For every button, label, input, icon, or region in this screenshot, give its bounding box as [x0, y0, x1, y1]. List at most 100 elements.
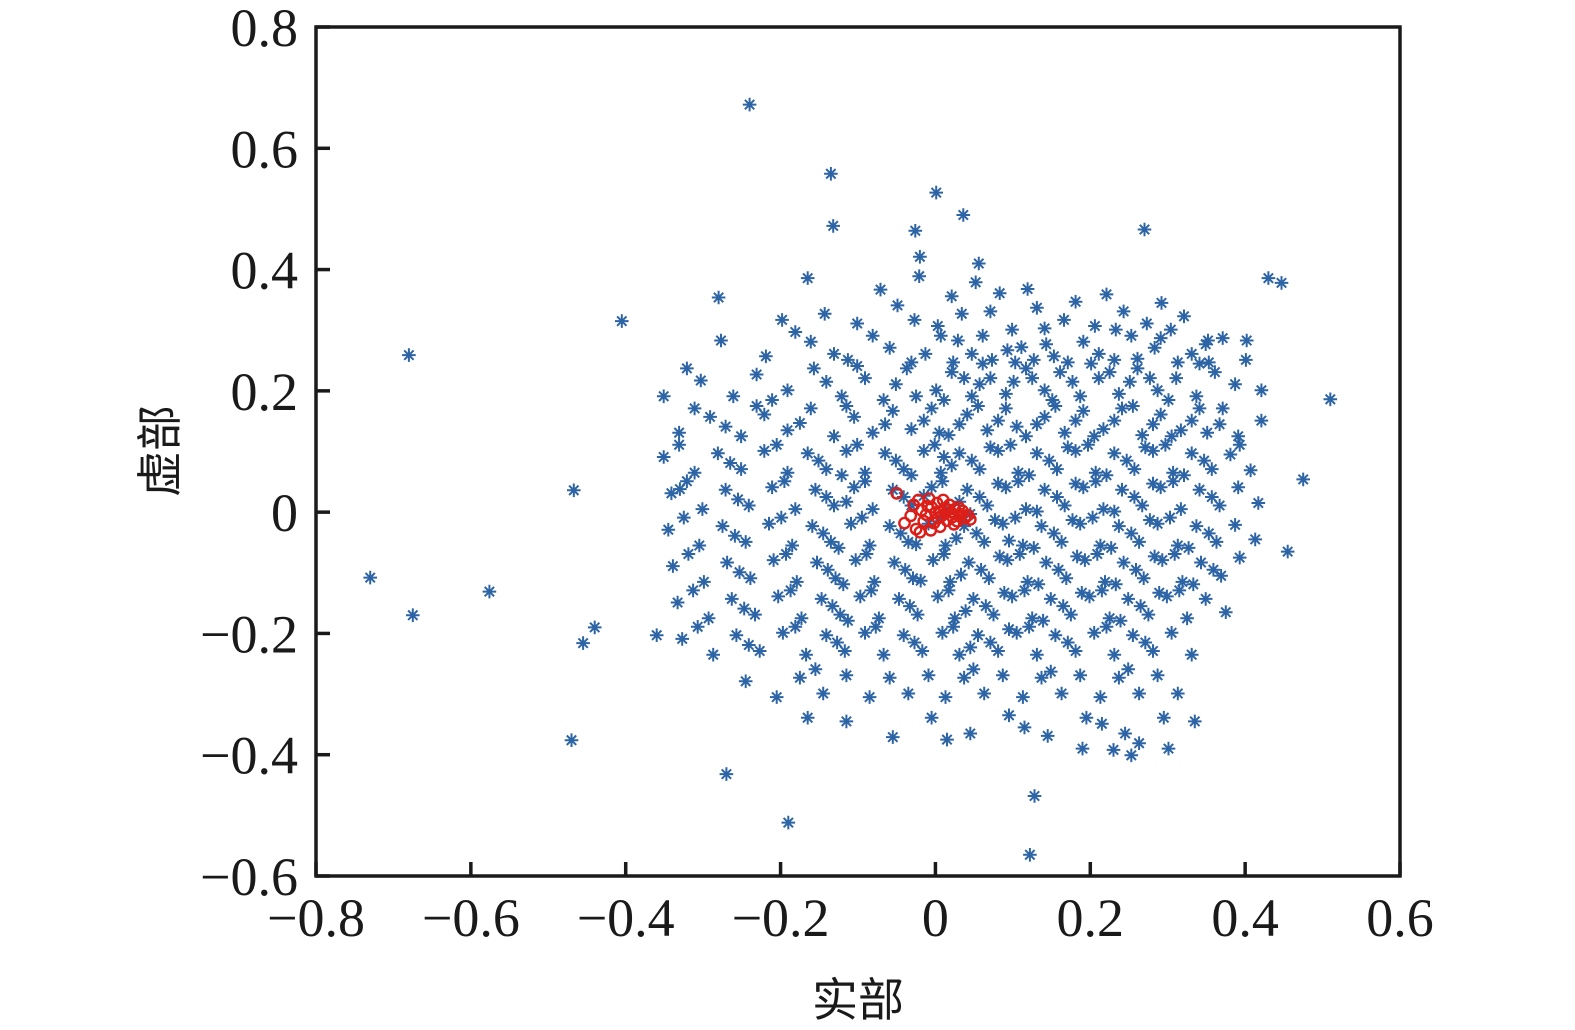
- data-point-asterisk: [951, 646, 968, 663]
- data-point-asterisk: [1016, 719, 1033, 736]
- data-point-asterisk: [693, 372, 709, 389]
- data-point-asterisk: [818, 374, 835, 390]
- data-point-asterisk: [911, 268, 927, 284]
- data-point-asterisk: [1199, 424, 1215, 441]
- data-point-asterisk: [1018, 501, 1034, 517]
- data-point-asterisk: [756, 443, 773, 459]
- data-point-asterisk: [727, 528, 743, 544]
- data-point-asterisk: [1103, 540, 1119, 556]
- data-point-asterisk: [982, 303, 999, 320]
- data-point-asterisk: [1098, 286, 1115, 303]
- data-point-asterisk: [765, 552, 782, 568]
- data-point-asterisk: [780, 814, 797, 831]
- data-point-asterisk: [680, 546, 697, 562]
- y-tick-label: 0.8: [231, 0, 299, 58]
- data-point-asterisk: [1038, 336, 1054, 352]
- data-point-asterisk: [960, 554, 977, 571]
- data-point-asterisk: [1084, 509, 1101, 526]
- data-point-asterisk: [847, 552, 864, 568]
- data-point-asterisk: [1214, 400, 1231, 417]
- data-point-asterisk: [671, 437, 687, 453]
- data-point-asterisk: [934, 625, 951, 641]
- data-point-asterisk: [702, 409, 718, 425]
- data-point-asterisk: [1183, 445, 1200, 462]
- data-point-asterisk: [1157, 437, 1174, 453]
- data-point-asterisk: [751, 643, 768, 659]
- data-point-asterisk: [1176, 308, 1192, 325]
- data-point-asterisk: [933, 327, 949, 344]
- data-point-asterisk: [1173, 422, 1189, 439]
- data-point-asterisk: [1191, 400, 1208, 417]
- data-point-asterisk: [1122, 374, 1138, 390]
- data-point-asterisk: [948, 530, 965, 546]
- data-point-asterisk: [959, 406, 975, 423]
- reference-cluster-points: [890, 486, 977, 539]
- data-point-asterisk: [868, 619, 884, 635]
- data-point-asterisk: [990, 412, 1006, 429]
- data-point-asterisk: [774, 312, 790, 328]
- data-point-asterisk: [999, 342, 1016, 358]
- data-point-asterisk: [563, 732, 580, 748]
- data-point-asterisk: [1005, 374, 1022, 390]
- data-point-asterisk: [943, 288, 960, 305]
- data-point-asterisk: [881, 518, 898, 534]
- data-point-asterisk: [1149, 382, 1166, 399]
- data-point-asterisk: [733, 461, 749, 477]
- data-point-asterisk: [1253, 412, 1270, 429]
- data-point-asterisk: [575, 635, 591, 651]
- data-point-asterisk: [1091, 370, 1107, 386]
- data-point-asterisk: [1207, 364, 1223, 380]
- data-point-asterisk: [1250, 495, 1267, 511]
- data-point-asterisk: [849, 358, 865, 374]
- data-point-asterisk: [1072, 667, 1088, 684]
- noisy-constellation-points: [362, 96, 1339, 863]
- data-point-asterisk: [1067, 293, 1084, 310]
- data-point-asterisk: [1134, 427, 1150, 443]
- data-point-asterisk: [1001, 532, 1017, 549]
- data-point-asterisk: [888, 376, 904, 392]
- data-point-asterisk: [705, 646, 721, 663]
- data-point-asterisk: [1227, 517, 1243, 533]
- data-point-asterisk: [798, 646, 814, 663]
- data-point-asterisk: [928, 382, 944, 399]
- data-point-asterisk: [1024, 370, 1040, 386]
- data-point-asterisk: [764, 392, 780, 408]
- data-point-asterisk: [903, 467, 920, 483]
- data-point-asterisk: [1242, 462, 1259, 479]
- data-point-asterisk: [1123, 747, 1140, 764]
- data-point-asterisk: [1004, 321, 1020, 338]
- data-point-asterisk: [1151, 585, 1167, 601]
- data-point-asterisk: [1115, 554, 1132, 571]
- data-point-asterisk: [1095, 501, 1112, 517]
- data-point-asterisk: [846, 479, 862, 496]
- y-tick-label: 0.6: [231, 119, 299, 179]
- data-point-asterisk: [1111, 518, 1127, 534]
- data-point-asterisk: [1139, 315, 1155, 332]
- data-point-circle: [904, 509, 918, 523]
- data-point-asterisk: [1019, 281, 1036, 297]
- data-point-asterisk: [566, 482, 582, 499]
- data-point-asterisk: [998, 400, 1014, 417]
- data-point-asterisk: [1227, 376, 1243, 392]
- data-point-asterisk: [804, 518, 821, 534]
- data-point-asterisk: [691, 537, 708, 554]
- x-tick-label: −0.4: [577, 888, 675, 948]
- data-point-asterisk: [1039, 728, 1056, 744]
- data-point-asterisk: [1069, 548, 1085, 565]
- data-point-asterisk: [1046, 348, 1062, 365]
- data-point-asterisk: [1001, 621, 1017, 637]
- data-point-asterisk: [648, 627, 665, 643]
- data-point-asterisk: [816, 306, 833, 322]
- data-point-asterisk: [852, 588, 869, 605]
- data-point-asterisk: [1092, 689, 1109, 705]
- data-point-asterisk: [872, 281, 889, 298]
- data-point-asterisk: [846, 409, 862, 425]
- data-point-asterisk: [1038, 554, 1054, 571]
- data-point-asterisk: [742, 570, 759, 586]
- data-point-asterisk: [1106, 646, 1123, 663]
- data-point-asterisk: [694, 501, 711, 517]
- data-point-asterisk: [838, 667, 855, 684]
- data-point-asterisk: [951, 416, 968, 432]
- data-point-asterisk: [1260, 270, 1277, 286]
